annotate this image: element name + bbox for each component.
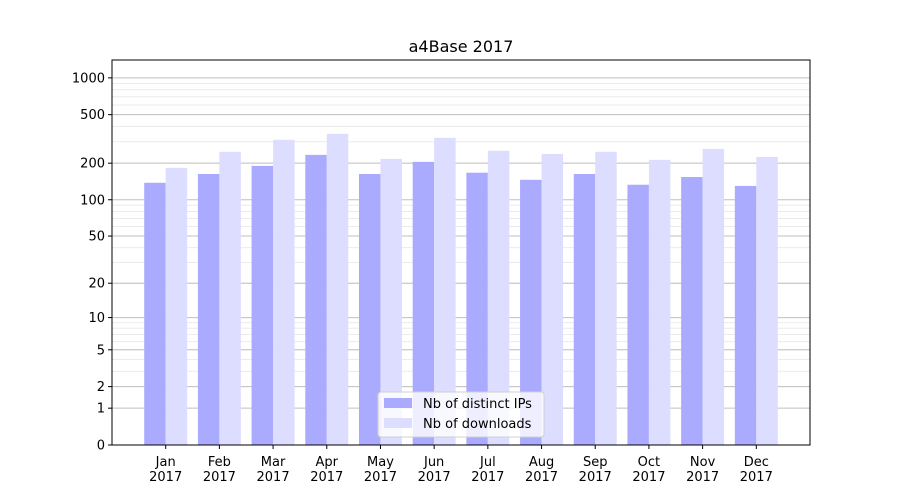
y-tick-label: 500 [80,108,105,123]
bar-distinct-ips [305,154,327,445]
bar-distinct-ips [197,173,220,445]
plot-frame [111,59,811,446]
y-tick-label: 5 [97,343,105,358]
bar-downloads [434,137,456,445]
y-tick-label: 20 [88,277,105,292]
x-tick-label: 2017 [740,470,773,485]
legend-swatch [384,398,412,408]
bar-downloads [648,159,671,445]
bar-distinct-ips [681,176,703,445]
bar-distinct-ips [412,161,435,446]
bar-distinct-ips [251,165,274,446]
y-tick-label: 1 [97,402,105,417]
bar-downloads [756,156,778,445]
bar-downloads [326,133,349,445]
bar-distinct-ips [520,179,542,445]
x-tick-label: Oct [638,455,660,470]
x-tick-label: 2017 [310,470,343,485]
bar-downloads [541,153,564,445]
bar-downloads [165,167,188,445]
bar-downloads [487,150,510,445]
bar-distinct-ips [573,173,596,445]
bar-downloads [702,148,725,445]
x-tick-label: 2017 [257,470,290,485]
x-tick-label: Nov [690,455,716,470]
x-tick-label: Jun [423,455,444,470]
x-tick-label: May [367,455,394,470]
x-tick-label: 2017 [418,470,451,485]
x-tick-label: 2017 [471,470,504,485]
y-tick-label: 10 [88,311,105,326]
x-tick-label: 2017 [579,470,612,485]
x-tick-label: 2017 [364,470,397,485]
x-tick-label: 2017 [632,470,665,485]
legend-label: Nb of distinct IPs [423,397,532,412]
x-tick-label: Feb [208,455,231,470]
x-tick-label: 2017 [525,470,558,485]
bar-downloads [380,158,402,445]
bar-distinct-ips [358,173,381,445]
legend-box [377,391,545,438]
bar-distinct-ips [466,172,488,445]
y-tick-label: 1000 [72,71,105,86]
bar-downloads [219,151,241,445]
x-tick-label: 2017 [686,470,719,485]
x-tick-label: Jul [479,455,496,470]
x-tick-label: Dec [744,455,769,470]
x-tick-label: Aug [529,455,554,470]
bar-distinct-ips [734,185,757,446]
bar-downloads [273,139,295,446]
y-tick-label: 50 [88,230,105,245]
bar-distinct-ips [144,182,166,445]
legend-swatch [384,418,412,428]
bar-distinct-ips [627,184,649,445]
y-tick-label: 2 [97,380,105,395]
chart-title: a4Base 2017 [409,37,514,56]
x-tick-label: Mar [261,455,286,470]
x-tick-label: Sep [583,455,608,470]
x-tick-label: Apr [316,455,339,470]
legend-label: Nb of downloads [423,417,532,432]
x-tick-label: Jan [155,455,176,470]
x-tick-label: 2017 [203,470,236,485]
y-tick-label: 100 [80,193,105,208]
y-tick-label: 0 [97,439,105,454]
y-tick-label: 200 [80,157,105,172]
bar-downloads [595,151,617,445]
x-tick-label: 2017 [149,470,182,485]
